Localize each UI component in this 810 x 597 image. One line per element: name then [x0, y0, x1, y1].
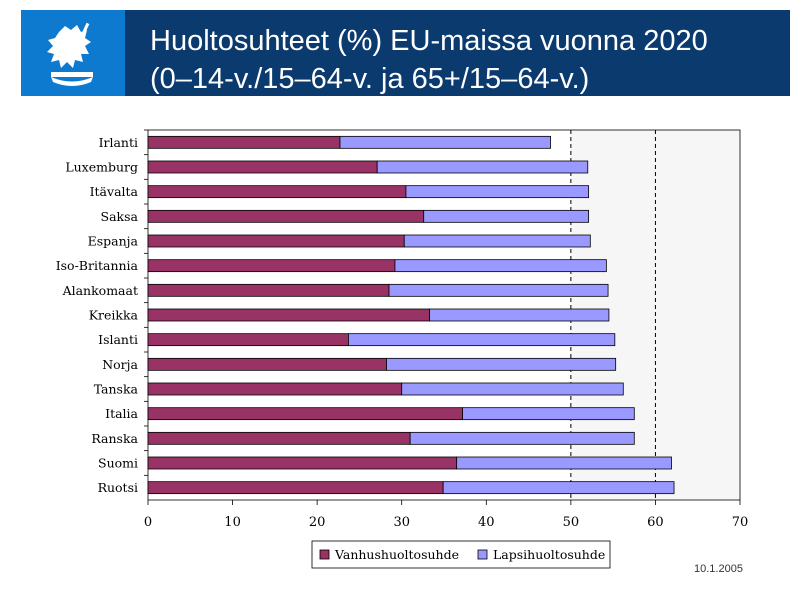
category-label: Ranska: [91, 431, 138, 446]
x-tick-label: 40: [478, 515, 495, 530]
bar-segment-vanhus: [147, 456, 458, 470]
bar-segment-lapsi: [409, 431, 635, 445]
logo-box: [21, 10, 125, 96]
x-tick-label: 10: [224, 515, 241, 530]
bar-segment-lapsi: [401, 382, 624, 396]
bar-segment-lapsi: [394, 259, 607, 273]
bar-segment-lapsi: [405, 185, 590, 199]
category-label: Italia: [105, 406, 138, 421]
category-label: Tanska: [94, 382, 139, 397]
category-label: Luxemburg: [65, 160, 138, 175]
legend-swatch: [319, 549, 330, 560]
bar-segment-vanhus: [147, 209, 425, 223]
bar-segment-vanhus: [147, 185, 407, 199]
category-label: Itävalta: [90, 184, 139, 199]
bar-segment-vanhus: [147, 357, 387, 371]
bar-segment-lapsi: [348, 333, 616, 347]
category-label: Kreikka: [89, 308, 139, 323]
bar-segment-lapsi: [339, 135, 551, 149]
bar-segment-lapsi: [376, 160, 589, 174]
category-label: Irlanti: [99, 135, 138, 150]
legend-label: Vanhushuoltosuhde: [334, 547, 459, 562]
x-tick-label: 0: [144, 515, 152, 530]
category-label: Suomi: [98, 456, 138, 471]
category-label: Iso-Britannia: [56, 258, 139, 273]
category-label: Islanti: [98, 332, 138, 347]
bar-segment-vanhus: [147, 135, 341, 149]
legend-box: [311, 540, 611, 569]
bar-segment-lapsi: [429, 308, 610, 322]
x-tick-label: 30: [393, 515, 410, 530]
x-tick-label: 60: [647, 515, 664, 530]
category-label: Ruotsi: [98, 480, 138, 495]
footer-date: 10.1.2005: [694, 563, 743, 575]
x-tick-label: 50: [563, 515, 580, 530]
category-label: Espanja: [88, 234, 139, 249]
bar-segment-lapsi: [423, 209, 590, 223]
bar-segment-vanhus: [147, 431, 411, 445]
bar-segment-vanhus: [147, 308, 431, 322]
bar-segment-lapsi: [462, 407, 635, 421]
bar-segment-vanhus: [147, 333, 349, 347]
category-label: Norja: [102, 357, 138, 372]
category-label: Saksa: [101, 209, 139, 224]
legend-swatch: [477, 549, 488, 560]
bar-segment-vanhus: [147, 234, 405, 248]
title-bar: Huoltosuhteet (%) EU-maissa vuonna 2020 …: [125, 10, 790, 96]
x-tick-label: 70: [732, 515, 749, 530]
bar-segment-vanhus: [147, 382, 403, 396]
chart-title-line2: (0–14-v./15–64-v. ja 65+/15–64-v.): [150, 63, 590, 95]
bar-segment-lapsi: [456, 456, 672, 470]
bar-segment-vanhus: [147, 283, 390, 297]
bar-segment-vanhus: [147, 160, 378, 174]
bar-segment-vanhus: [147, 259, 396, 273]
bar-segment-vanhus: [147, 407, 464, 421]
bar-segment-lapsi: [442, 481, 675, 495]
bar-segment-lapsi: [386, 357, 617, 371]
bar-segment-vanhus: [147, 481, 444, 495]
x-tick-label: 20: [309, 515, 326, 530]
bar-segment-lapsi: [403, 234, 591, 248]
finnish-lion-emblem-icon: [47, 22, 93, 86]
category-label: Alankomaat: [62, 283, 138, 298]
legend-label: Lapsihuoltosuhde: [493, 547, 605, 562]
chart-title-line1: Huoltosuhteet (%) EU-maissa vuonna 2020: [150, 25, 708, 57]
bar-segment-lapsi: [388, 283, 609, 297]
